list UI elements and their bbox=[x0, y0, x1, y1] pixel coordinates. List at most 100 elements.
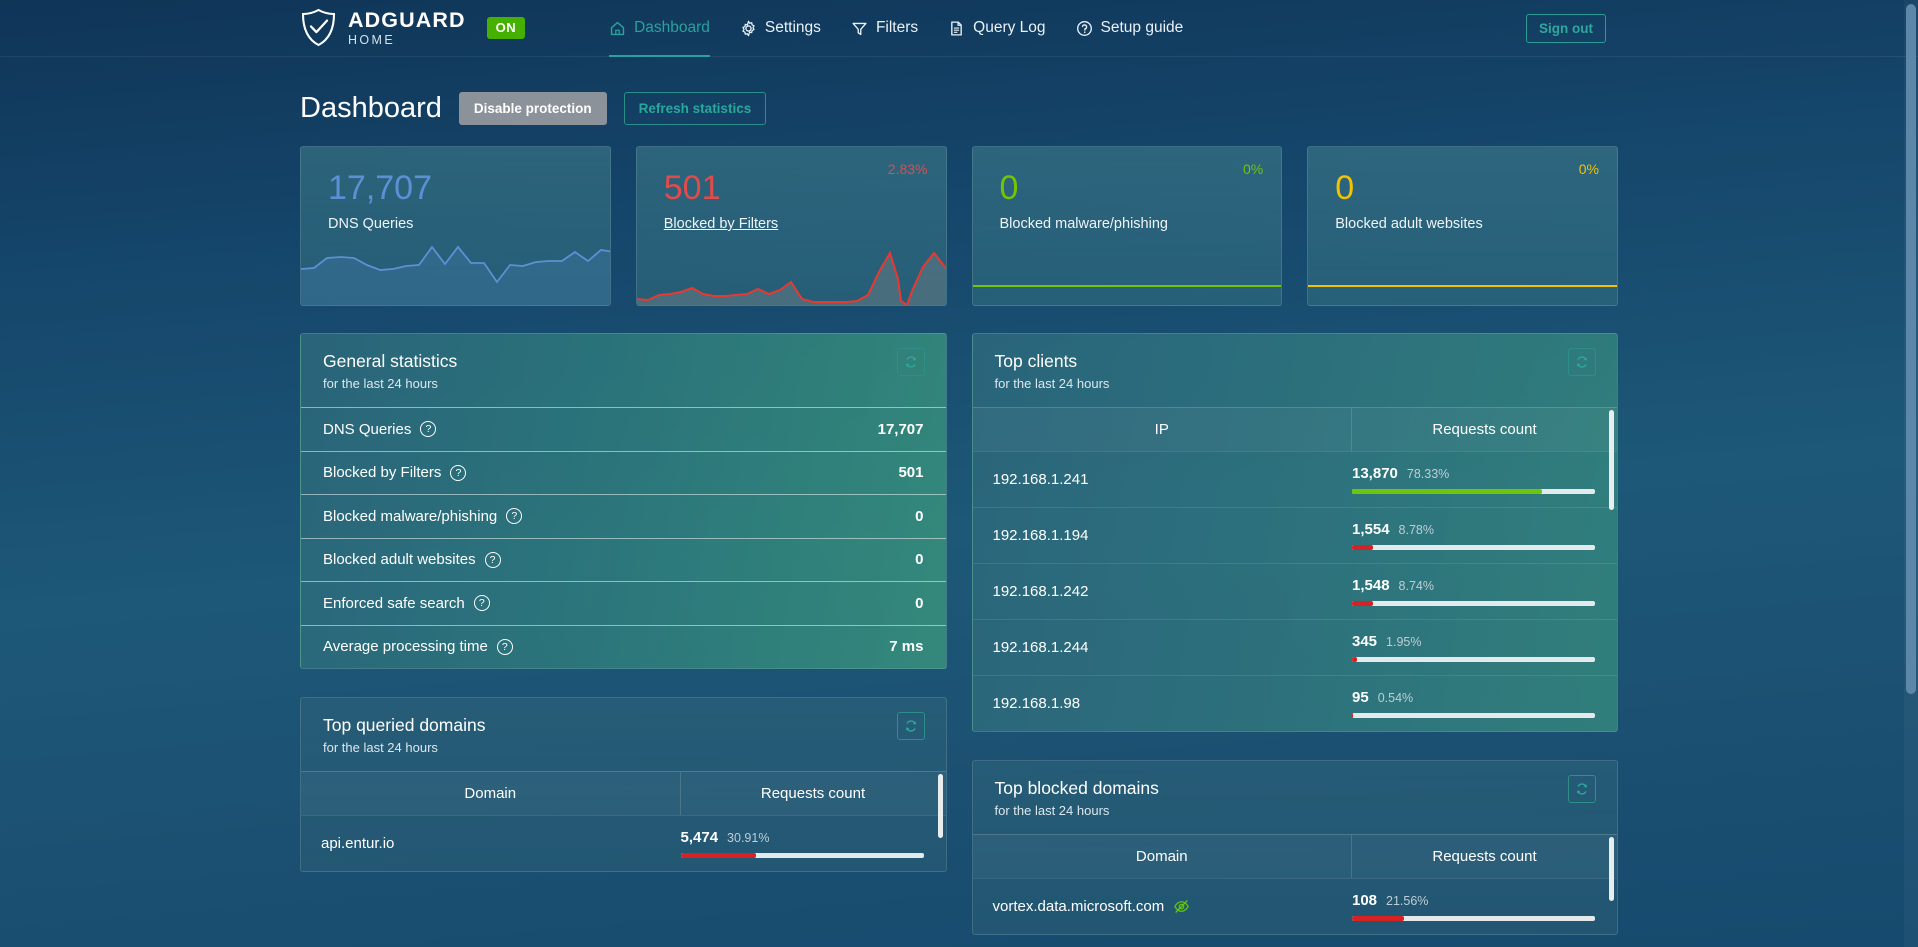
requests-count: 1,548 bbox=[1352, 577, 1390, 594]
refresh-button[interactable] bbox=[896, 712, 925, 740]
stat-card-blocked-malware[interactable]: 0 Blocked malware/phishing 0% bbox=[971, 146, 1283, 306]
stat-card-label: DNS Queries bbox=[328, 216, 414, 232]
requests-percent: 8.74% bbox=[1398, 579, 1434, 593]
table-header: IP Requests count bbox=[972, 407, 1617, 451]
page-scrollbar-thumb[interactable] bbox=[1906, 4, 1916, 694]
progress-bar bbox=[1352, 545, 1595, 550]
column-header-domain: Domain bbox=[973, 835, 1352, 878]
panel-subtitle: for the last 24 hours bbox=[323, 376, 438, 391]
help-icon[interactable]: ? bbox=[420, 421, 437, 438]
nav-item-setup-guide[interactable]: Setup guide bbox=[1076, 0, 1183, 57]
panel-scrollbar[interactable] bbox=[937, 774, 943, 838]
table-row[interactable]: api.entur.io 5,474 30.91% bbox=[301, 815, 946, 871]
stat-card-label: Blocked adult websites bbox=[1335, 216, 1483, 232]
nav-item-query-log[interactable]: Query Log bbox=[948, 0, 1046, 57]
progress-bar-fill bbox=[1352, 713, 1354, 718]
stat-label: Enforced safe search bbox=[323, 594, 465, 612]
table-row[interactable]: 192.168.1.244 345 1.95% bbox=[972, 619, 1617, 675]
nav-label: Filters bbox=[875, 19, 919, 36]
client-ip: 192.168.1.244 bbox=[992, 639, 1089, 656]
stat-card-blocked-by-filters[interactable]: 501 Blocked by Filters 2.83% bbox=[635, 146, 947, 306]
requests-percent: 30.91% bbox=[727, 831, 770, 845]
panel-header: Top clients for the last 24 hours bbox=[973, 334, 1618, 407]
table-row[interactable]: 192.168.1.194 1,554 8.78% bbox=[972, 507, 1617, 563]
nav-item-dashboard[interactable]: Dashboard bbox=[609, 0, 710, 57]
nav-item-settings[interactable]: Settings bbox=[740, 0, 821, 57]
requests-cell: 5,474 30.91% bbox=[680, 829, 946, 858]
stat-card-value: 17,707 bbox=[328, 169, 432, 207]
shield-icon bbox=[301, 8, 336, 47]
requests-percent: 0.54% bbox=[1377, 691, 1414, 705]
sparkline-chart bbox=[636, 250, 946, 305]
help-icon[interactable]: ? bbox=[496, 638, 513, 655]
page-scrollbar[interactable] bbox=[1904, 0, 1918, 947]
stat-card-blocked-adult[interactable]: 0 Blocked adult websites 0% bbox=[1307, 146, 1618, 306]
page-header: Dashboard Disable protection Refresh sta… bbox=[300, 57, 1618, 146]
progress-bar bbox=[1352, 713, 1595, 718]
table-row[interactable]: 192.168.1.242 1,548 8.74% bbox=[972, 563, 1617, 619]
requests-percent: 21.56% bbox=[1386, 894, 1429, 908]
flatline-chart bbox=[972, 284, 1282, 287]
client-ip: 192.168.1.241 bbox=[992, 471, 1089, 488]
stat-label: DNS Queries bbox=[323, 420, 412, 438]
page-content: Dashboard Disable protection Refresh sta… bbox=[0, 57, 1918, 935]
table-row[interactable]: 192.168.1.98 95 0.54% bbox=[972, 675, 1617, 731]
stat-card-value: 501 bbox=[663, 169, 721, 207]
refresh-button[interactable] bbox=[1568, 775, 1596, 803]
requests-cell: 1,554 8.78% bbox=[1352, 521, 1617, 550]
requests-percent: 1.95% bbox=[1386, 635, 1422, 649]
nav-label: Dashboard bbox=[634, 19, 710, 36]
home-icon bbox=[610, 21, 625, 35]
progress-bar bbox=[1352, 489, 1595, 494]
progress-bar-fill bbox=[680, 853, 756, 858]
sign-out-button[interactable]: Sign out bbox=[1526, 13, 1606, 43]
panel-title: Top clients bbox=[994, 351, 1078, 371]
disable-protection-button[interactable]: Disable protection bbox=[458, 92, 607, 125]
panel-scrollbar[interactable] bbox=[1609, 410, 1614, 510]
help-icon[interactable]: ? bbox=[450, 464, 467, 481]
nav-item-filters[interactable]: Filters bbox=[851, 0, 918, 57]
stat-card-label: Blocked malware/phishing bbox=[999, 216, 1168, 232]
panel-header: Top blocked domains for the last 24 hour… bbox=[973, 761, 1618, 834]
stat-row: DNS Queries? 17,707 bbox=[301, 407, 946, 451]
stat-card-value: 0 bbox=[1335, 169, 1355, 207]
stat-row: Blocked malware/phishing? 0 bbox=[301, 494, 946, 538]
flatline-chart bbox=[1308, 284, 1617, 287]
requests-cell: 345 1.95% bbox=[1352, 633, 1617, 662]
stat-cards: 17,707 DNS Queries 501 Blocked by Filter… bbox=[300, 146, 1618, 306]
refresh-button[interactable] bbox=[1568, 348, 1596, 376]
requests-count: 108 bbox=[1352, 892, 1378, 909]
dashboard-panels: General statistics for the last 24 hours… bbox=[300, 333, 1618, 935]
document-icon bbox=[951, 20, 962, 36]
brand-logo: ADGUARD HOME ON bbox=[300, 8, 526, 48]
panel-scrollbar[interactable] bbox=[1609, 837, 1614, 901]
stat-card-label[interactable]: Blocked by Filters bbox=[663, 216, 779, 232]
table-header: Domain Requests count bbox=[301, 771, 946, 815]
help-icon[interactable]: ? bbox=[473, 595, 490, 612]
panel-subtitle: for the last 24 hours bbox=[994, 803, 1110, 818]
stat-label: Blocked by Filters bbox=[323, 464, 442, 482]
brand-subtitle: HOME bbox=[348, 32, 396, 47]
top-queried-domains-panel: Top queried domains for the last 24 hour… bbox=[300, 697, 947, 872]
stat-value: 0 bbox=[915, 594, 924, 612]
help-icon[interactable]: ? bbox=[484, 551, 501, 568]
status-badge: ON bbox=[486, 17, 526, 39]
requests-cell: 95 0.54% bbox=[1352, 689, 1617, 718]
refresh-button[interactable] bbox=[896, 348, 925, 376]
requests-count: 345 bbox=[1352, 633, 1378, 650]
page-title: Dashboard bbox=[300, 92, 442, 124]
table-row[interactable]: vortex.data.microsoft.com 108 21.56% bbox=[972, 878, 1617, 934]
table-row[interactable]: 192.168.1.241 13,870 78.33% bbox=[972, 451, 1617, 507]
stat-card-dns-queries[interactable]: 17,707 DNS Queries bbox=[300, 146, 611, 306]
panel-title: General statistics bbox=[323, 351, 458, 371]
stat-card-percent: 0% bbox=[1578, 161, 1599, 177]
eye-off-icon[interactable] bbox=[1173, 898, 1190, 915]
nav-label: Settings bbox=[764, 19, 821, 36]
requests-count: 1,554 bbox=[1352, 521, 1390, 538]
filter-icon bbox=[852, 22, 867, 35]
help-icon[interactable]: ? bbox=[506, 508, 523, 525]
stat-value: 0 bbox=[915, 551, 924, 569]
refresh-statistics-button[interactable]: Refresh statistics bbox=[623, 92, 767, 125]
client-ip: 192.168.1.194 bbox=[992, 527, 1089, 544]
stat-row: Blocked adult websites? 0 bbox=[301, 537, 946, 582]
